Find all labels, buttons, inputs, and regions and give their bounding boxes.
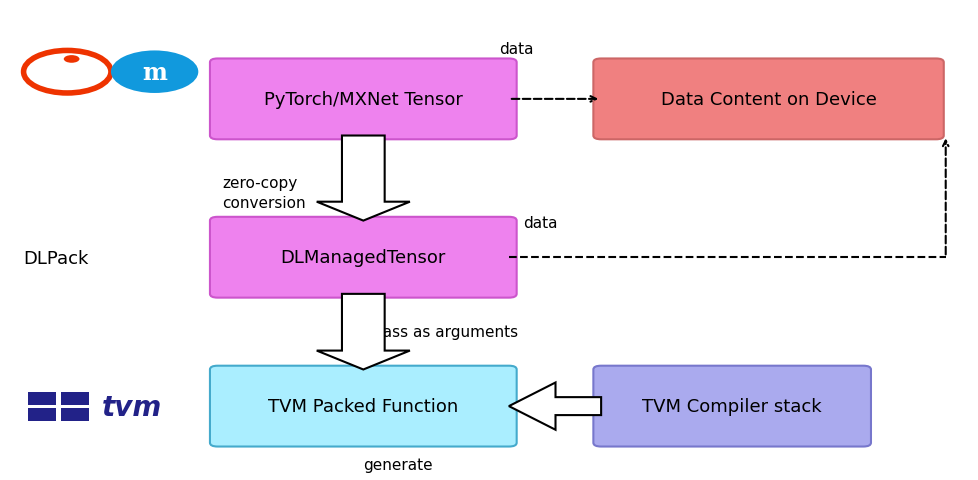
Text: data: data [523, 216, 557, 231]
Polygon shape [317, 136, 410, 221]
Text: TVM Compiler stack: TVM Compiler stack [642, 397, 822, 415]
Circle shape [64, 56, 79, 64]
Text: zero-copy
conversion: zero-copy conversion [222, 176, 306, 210]
FancyBboxPatch shape [62, 392, 89, 406]
Polygon shape [317, 294, 410, 370]
FancyBboxPatch shape [28, 408, 56, 421]
Circle shape [111, 51, 199, 94]
Text: DLPack: DLPack [23, 250, 89, 268]
Text: m: m [142, 60, 167, 84]
FancyBboxPatch shape [28, 392, 56, 406]
Text: generate: generate [363, 456, 432, 471]
FancyBboxPatch shape [209, 366, 516, 446]
FancyBboxPatch shape [593, 60, 943, 140]
FancyBboxPatch shape [593, 366, 870, 446]
Text: DLManagedTensor: DLManagedTensor [281, 249, 446, 267]
Text: data: data [499, 41, 533, 57]
FancyBboxPatch shape [209, 60, 516, 140]
Text: tvm: tvm [102, 393, 162, 421]
FancyBboxPatch shape [209, 217, 516, 298]
Text: pass as arguments: pass as arguments [373, 324, 517, 339]
Text: TVM Packed Function: TVM Packed Function [268, 397, 458, 415]
Text: PyTorch/MXNet Tensor: PyTorch/MXNet Tensor [264, 91, 463, 108]
Text: Data Content on Device: Data Content on Device [660, 91, 875, 108]
Polygon shape [509, 383, 600, 430]
FancyBboxPatch shape [62, 408, 89, 421]
